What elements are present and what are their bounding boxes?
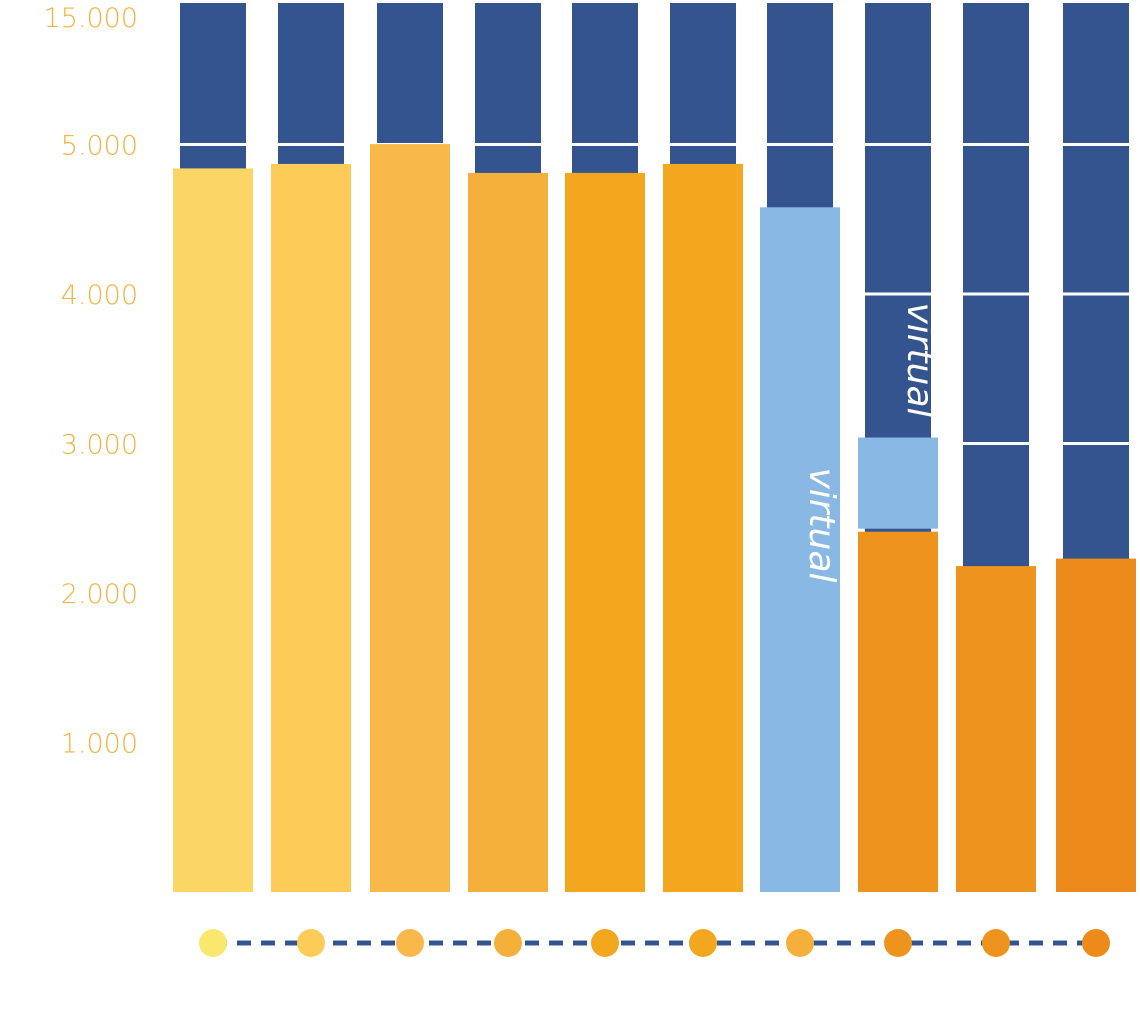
- timeline-dot: [1082, 929, 1110, 957]
- y-tick-label: 2.000: [61, 579, 138, 610]
- timeline: [199, 929, 1110, 957]
- timeline-dot: [884, 929, 912, 957]
- timeline-dot: [982, 929, 1010, 957]
- bar: [760, 207, 840, 893]
- y-tick-label: 5.000: [61, 131, 138, 162]
- y-tick-label: 15.000: [44, 3, 138, 34]
- bar: [173, 168, 253, 893]
- y-tick-label: 1.000: [61, 729, 138, 760]
- timeline-dot: [199, 929, 227, 957]
- timeline-dot: [591, 929, 619, 957]
- bar: [370, 144, 450, 892]
- bar: [271, 163, 351, 892]
- bar: [565, 172, 645, 892]
- bar: [468, 172, 548, 892]
- virtual-bar-segment: [858, 437, 938, 529]
- timeline-dot: [786, 929, 814, 957]
- bar: [858, 531, 938, 892]
- bar: [1056, 558, 1136, 892]
- timeline-dot: [297, 929, 325, 957]
- bar-annotations: virtual virtual: [801, 302, 940, 582]
- y-tick-label: 3.000: [61, 430, 138, 461]
- timeline-dot: [494, 929, 522, 957]
- bar: [956, 566, 1036, 892]
- timeline-dot: [396, 929, 424, 957]
- bars: [173, 144, 1136, 893]
- bar-annotation-label: virtual: [899, 302, 940, 417]
- bar: [663, 163, 743, 892]
- timeline-dot: [689, 929, 717, 957]
- bar-annotation-label: virtual: [801, 467, 842, 582]
- y-tick-label: 4.000: [61, 280, 138, 311]
- y-axis-tick-labels: 1.000 2.000 3.000 4.000 5.000 15.000: [44, 3, 138, 760]
